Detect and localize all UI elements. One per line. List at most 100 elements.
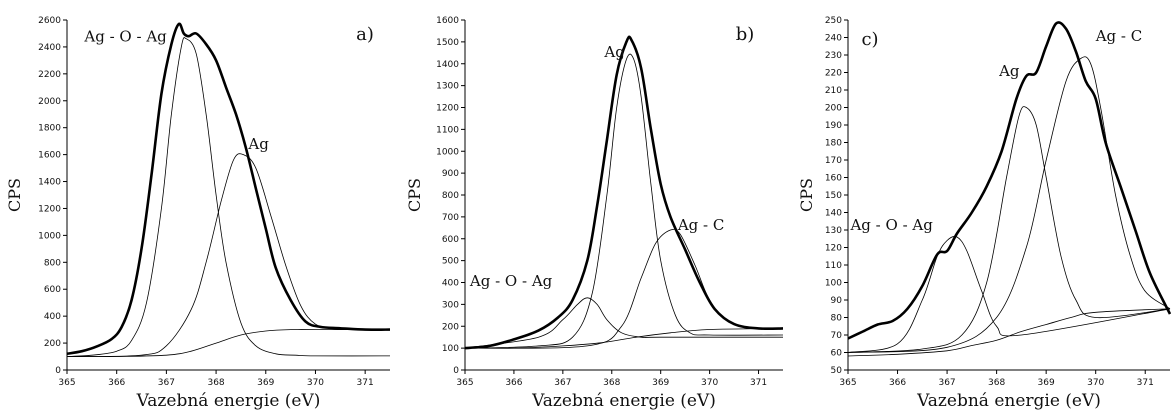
y-tick-label: 100 — [825, 279, 842, 289]
series-line-background-5 — [847, 308, 1171, 357]
y-tick-label: 160 — [825, 174, 842, 184]
y-tick-label: 1200 — [38, 204, 61, 214]
series-line-measured-1 — [847, 21, 1171, 340]
y-tick-label: 250 — [825, 16, 842, 26]
y-tick-label: 210 — [825, 86, 842, 96]
y-tick-label: 120 — [825, 244, 842, 254]
x-tick-label: 370 — [307, 378, 324, 388]
x-tick-label: 369 — [652, 378, 669, 388]
y-tick-label: 200 — [442, 322, 459, 332]
x-tick-label: 367 — [554, 378, 571, 388]
y-tick-label: 0 — [55, 366, 61, 376]
x-tick-label: 370 — [1087, 378, 1104, 388]
series-line-measured-1 — [464, 35, 784, 350]
series-line-component-3 — [66, 153, 391, 357]
y-tick-label: 500 — [442, 257, 459, 267]
x-tick-label: 369 — [257, 378, 274, 388]
x-tick-label: 370 — [701, 378, 718, 388]
x-tick-label: 367 — [938, 378, 955, 388]
x-tick-label: 368 — [988, 378, 1005, 388]
y-tick-label: 900 — [442, 169, 459, 179]
y-tick-label: 1400 — [436, 60, 459, 70]
y-tick-label: 1200 — [436, 104, 459, 114]
y-tick-label: 60 — [831, 349, 843, 359]
y-tick-label: 1000 — [436, 147, 459, 157]
y-tick-label: 110 — [825, 261, 842, 271]
y-tick-label: 240 — [825, 34, 842, 44]
peak-annotation: Ag - O - Ag — [83, 28, 167, 46]
x-tick-label: 371 — [1137, 378, 1154, 388]
peak-annotation: Ag - O - Ag — [469, 272, 553, 290]
y-tick-label: 1300 — [436, 82, 459, 92]
x-axis-label: Vazebná energie (eV) — [136, 391, 321, 411]
x-tick-label: 366 — [108, 378, 125, 388]
y-tick-label: 170 — [825, 156, 842, 166]
y-tick-label: 50 — [831, 366, 843, 376]
series-line-background-4 — [66, 329, 390, 358]
x-tick-label: 368 — [603, 378, 620, 388]
series-line-measured-1 — [66, 22, 391, 356]
y-tick-label: 2400 — [38, 43, 61, 53]
y-axis-label: CPS — [5, 178, 24, 212]
peak-annotation: Ag — [603, 43, 625, 61]
y-tick-label: 600 — [44, 285, 61, 295]
chart-panel-2: 0 100 200 300 400 500 600 700 800 900 1000 1100 1200… — [405, 16, 784, 411]
y-tick-label: 1000 — [38, 231, 61, 241]
y-tick-label: 220 — [825, 69, 842, 79]
peak-annotation: Ag - C — [1095, 27, 1143, 45]
x-axis-label: Vazebná energie (eV) — [531, 391, 716, 411]
y-tick-label: 1800 — [38, 124, 61, 134]
y-tick-label: 100 — [442, 344, 459, 354]
panel-label: c) — [861, 29, 878, 50]
x-tick-label: 365 — [58, 378, 75, 388]
y-tick-label: 90 — [831, 296, 843, 306]
panel-label: a) — [356, 24, 374, 45]
y-tick-label: 140 — [825, 209, 842, 219]
series-line-component-2 — [464, 53, 784, 349]
x-tick-label: 366 — [889, 378, 906, 388]
y-tick-label: 800 — [44, 258, 61, 268]
y-tick-label: 70 — [831, 331, 843, 341]
peak-annotation: Ag — [247, 135, 269, 153]
y-tick-label: 800 — [442, 191, 459, 201]
y-tick-label: 1100 — [436, 125, 459, 135]
y-tick-label: 230 — [825, 51, 842, 61]
peak-annotation: Ag — [998, 62, 1020, 80]
y-tick-label: 1600 — [38, 151, 61, 161]
x-axis-label: Vazebná energie (eV) — [916, 391, 1101, 411]
x-tick-label: 365 — [456, 378, 473, 388]
series-line-component-2 — [847, 235, 1171, 353]
y-tick-label: 1500 — [436, 38, 459, 48]
series-line-component-3 — [464, 297, 783, 349]
y-tick-label: 400 — [442, 279, 459, 289]
peak-annotation: Ag - C — [677, 216, 725, 234]
y-tick-label: 150 — [825, 191, 842, 201]
y-tick-label: 80 — [831, 314, 843, 324]
y-tick-label: 130 — [825, 226, 842, 236]
x-tick-label: 368 — [207, 378, 224, 388]
y-tick-label: 600 — [442, 235, 459, 245]
y-tick-label: 0 — [453, 366, 459, 376]
y-tick-label: 190 — [825, 121, 842, 131]
y-tick-label: 200 — [44, 339, 61, 349]
x-tick-label: 367 — [158, 378, 175, 388]
x-tick-label: 365 — [839, 378, 856, 388]
y-tick-label: 700 — [442, 213, 459, 223]
y-axis-label: CPS — [797, 178, 816, 212]
y-tick-label: 2200 — [38, 70, 61, 80]
x-tick-label: 371 — [357, 378, 374, 388]
x-tick-label: 366 — [505, 378, 522, 388]
y-tick-label: 1400 — [38, 178, 61, 188]
y-tick-label: 180 — [825, 139, 842, 149]
y-tick-label: 2000 — [38, 97, 61, 107]
y-tick-label: 2600 — [38, 16, 61, 26]
x-tick-label: 369 — [1038, 378, 1055, 388]
series-line-component-4 — [464, 228, 784, 349]
y-tick-label: 200 — [825, 104, 842, 114]
y-tick-label: 1600 — [436, 16, 459, 26]
series-line-component-3 — [847, 106, 1171, 353]
x-tick-label: 371 — [750, 378, 767, 388]
y-tick-label: 300 — [442, 300, 459, 310]
panel-label: b) — [736, 24, 755, 45]
